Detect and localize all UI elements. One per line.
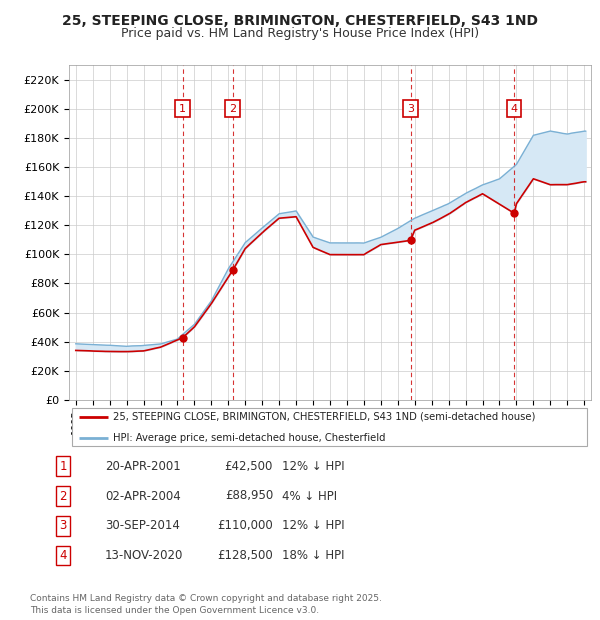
Text: 20-APR-2001: 20-APR-2001 bbox=[105, 460, 181, 472]
Text: 12% ↓ HPI: 12% ↓ HPI bbox=[282, 460, 344, 472]
Text: 4: 4 bbox=[59, 549, 67, 562]
Text: 3: 3 bbox=[59, 520, 67, 532]
Text: 2: 2 bbox=[59, 490, 67, 502]
Text: 4% ↓ HPI: 4% ↓ HPI bbox=[282, 490, 337, 502]
Text: 1: 1 bbox=[59, 460, 67, 472]
Text: £110,000: £110,000 bbox=[217, 520, 273, 532]
Text: 25, STEEPING CLOSE, BRIMINGTON, CHESTERFIELD, S43 1ND (semi-detached house): 25, STEEPING CLOSE, BRIMINGTON, CHESTERF… bbox=[113, 412, 536, 422]
Text: 3: 3 bbox=[407, 104, 414, 113]
Text: 4: 4 bbox=[511, 104, 518, 113]
Text: 18% ↓ HPI: 18% ↓ HPI bbox=[282, 549, 344, 562]
Text: £42,500: £42,500 bbox=[224, 460, 273, 472]
Text: 13-NOV-2020: 13-NOV-2020 bbox=[105, 549, 184, 562]
Text: 02-APR-2004: 02-APR-2004 bbox=[105, 490, 181, 502]
Text: 25, STEEPING CLOSE, BRIMINGTON, CHESTERFIELD, S43 1ND: 25, STEEPING CLOSE, BRIMINGTON, CHESTERF… bbox=[62, 14, 538, 28]
Text: 12% ↓ HPI: 12% ↓ HPI bbox=[282, 520, 344, 532]
Text: 2: 2 bbox=[229, 104, 236, 113]
Text: £128,500: £128,500 bbox=[217, 549, 273, 562]
FancyBboxPatch shape bbox=[71, 408, 587, 446]
Text: Contains HM Land Registry data © Crown copyright and database right 2025.
This d: Contains HM Land Registry data © Crown c… bbox=[30, 594, 382, 615]
Text: 30-SEP-2014: 30-SEP-2014 bbox=[105, 520, 180, 532]
Text: Price paid vs. HM Land Registry's House Price Index (HPI): Price paid vs. HM Land Registry's House … bbox=[121, 27, 479, 40]
Text: £88,950: £88,950 bbox=[225, 490, 273, 502]
Text: 1: 1 bbox=[179, 104, 186, 113]
Text: HPI: Average price, semi-detached house, Chesterfield: HPI: Average price, semi-detached house,… bbox=[113, 433, 386, 443]
